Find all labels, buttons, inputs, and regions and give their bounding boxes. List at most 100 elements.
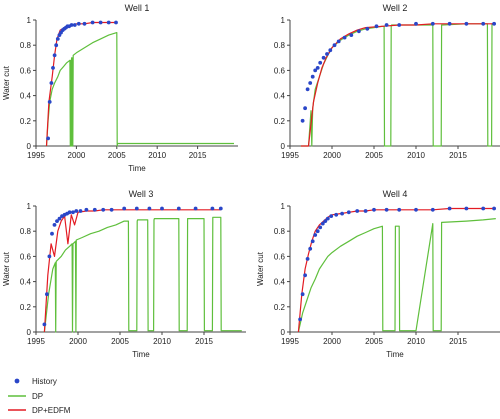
history-point	[74, 209, 79, 213]
history-point	[313, 233, 318, 237]
history-point	[384, 23, 389, 27]
history-point	[334, 212, 339, 217]
history-point	[69, 23, 74, 27]
history-point	[323, 219, 328, 224]
series-line-dp-edfm	[45, 21, 117, 147]
history-point	[98, 20, 103, 25]
history-point	[55, 37, 60, 41]
x-tick-label: 2005	[108, 151, 126, 160]
x-tick-label: 1995	[281, 337, 299, 346]
history-point	[414, 207, 418, 212]
x-tick-label: 2010	[153, 337, 171, 346]
history-point	[340, 211, 344, 216]
history-point	[67, 210, 72, 215]
y-tick-label: 0.4	[274, 92, 286, 101]
panel-title: Well 2	[383, 3, 408, 13]
history-point	[47, 254, 52, 259]
x-axis-label: Time	[132, 350, 150, 359]
x-tick-label: 2005	[365, 337, 383, 346]
history-point	[357, 29, 361, 34]
history-point	[447, 206, 452, 211]
legend-dp-label: DP	[32, 392, 43, 401]
y-tick-label: 0.4	[274, 278, 286, 287]
history-point	[318, 225, 323, 230]
x-tick-label: 2015	[195, 337, 213, 346]
legend-history-marker	[14, 378, 20, 384]
x-tick-label: 2015	[449, 337, 467, 346]
history-point	[384, 207, 389, 212]
legend: History DP DP+EDFM	[8, 377, 71, 415]
history-point	[430, 21, 435, 26]
y-axis-label: Water cut	[2, 251, 11, 286]
history-point	[313, 68, 318, 73]
history-point	[308, 81, 313, 85]
history-point	[310, 74, 315, 79]
y-tick-label: 1	[281, 16, 286, 25]
history-point	[397, 23, 402, 27]
history-point	[55, 219, 59, 224]
y-tick-label: 0.8	[20, 41, 32, 50]
y-axis-label: Water cut	[2, 65, 11, 100]
history-point	[397, 207, 402, 212]
y-tick-label: 1	[27, 202, 32, 211]
history-point	[308, 246, 313, 251]
y-tick-label: 0.6	[274, 66, 286, 75]
x-tick-label: 2000	[323, 337, 341, 346]
y-tick-label: 1	[281, 202, 286, 211]
history-point	[447, 21, 452, 26]
history-point	[318, 60, 323, 65]
legend-dp-edfm-label: DP+EDFM	[32, 406, 71, 414]
history-point	[464, 21, 469, 26]
history-point	[114, 20, 118, 25]
history-point	[305, 87, 310, 92]
history-point	[374, 24, 379, 29]
y-tick-label: 1	[27, 16, 32, 25]
history-point	[349, 33, 354, 37]
history-point	[300, 292, 305, 297]
history-point	[84, 207, 89, 212]
chart-panel-2: Well 2 0 0.2 0.4 0.6 0.8 1 1995 2000 2005 2010 2015	[274, 3, 500, 160]
history-point	[76, 21, 81, 26]
history-point	[45, 292, 49, 297]
history-point	[42, 322, 47, 327]
history-point	[325, 216, 330, 221]
panel-title: Well 1	[125, 3, 150, 13]
x-tick-label: 1995	[27, 337, 45, 346]
x-tick-label: 1995	[27, 151, 45, 160]
y-axis-label: Water cut	[256, 251, 265, 286]
y-tick-label: 0.8	[20, 227, 32, 236]
history-point	[54, 43, 59, 48]
history-point	[325, 52, 329, 56]
y-tick-label: 0.6	[20, 66, 32, 75]
history-point	[50, 231, 54, 236]
x-tick-label: 2010	[148, 151, 166, 160]
y-tick-label: 0.8	[274, 227, 286, 236]
y-tick-label: 0.4	[20, 278, 32, 287]
history-point	[176, 206, 181, 211]
y-tick-label: 0.4	[20, 92, 32, 101]
y-tick-label: 0	[281, 142, 286, 151]
y-tick-label: 0	[27, 328, 32, 337]
history-point	[329, 214, 334, 219]
x-tick-label: 2000	[68, 151, 86, 160]
history-point	[52, 53, 57, 58]
history-point	[363, 209, 368, 213]
series-line-dp	[43, 216, 242, 333]
x-tick-label: 1995	[281, 151, 299, 160]
y-tick-label: 0.2	[20, 117, 32, 126]
y-tick-label: 0.6	[274, 252, 286, 261]
series-line-dp-edfm	[43, 209, 221, 333]
chart-panel-4: Well 4 0 0.2 0.4 0.6 0.8 1 1995 2000 2005 2010 2015…	[256, 189, 500, 359]
history-point	[303, 106, 307, 111]
history-point	[365, 26, 370, 31]
x-tick-label: 2010	[407, 337, 425, 346]
y-tick-label: 0.2	[20, 303, 32, 312]
series-line-dp	[297, 218, 496, 333]
history-point	[106, 20, 111, 25]
x-axis-label: Time	[128, 164, 146, 173]
history-point	[90, 20, 95, 25]
legend-history-label: History	[32, 377, 57, 386]
history-point	[315, 66, 320, 70]
history-point	[332, 43, 337, 48]
